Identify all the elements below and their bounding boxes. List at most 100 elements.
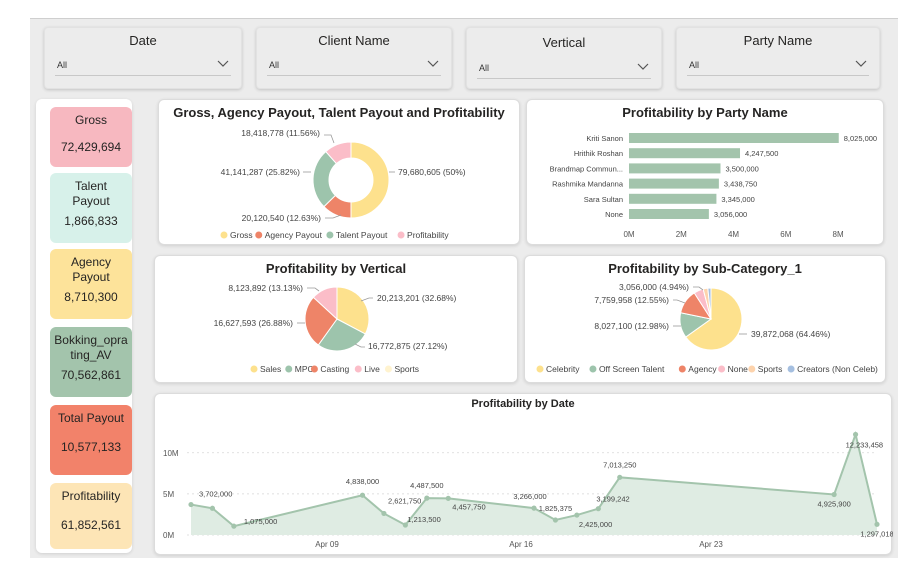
chart-panel-party-bar: Profitability by Party Name Kriti Sanon 8…	[526, 99, 884, 245]
value-label: 3,500,000	[725, 164, 758, 173]
chart-title: Profitability by Date	[471, 398, 575, 410]
pie-slice-casting	[304, 296, 338, 346]
filter-vertical-value: All	[479, 63, 490, 73]
vertical-pie-chart: 20,213,201 (32.68%) 16,772,875 (27.12%) 16…	[214, 283, 457, 374]
point-label: 2,621,750	[388, 496, 421, 505]
data-label: 20,120,540 (12.63%)	[242, 213, 322, 223]
kpi-card-profitability[interactable]: Profitability 61,852,561	[50, 483, 132, 549]
value-label: 3,056,000	[714, 210, 747, 219]
kpi-value: 8,710,300	[64, 290, 118, 304]
pie-slice-profitability	[325, 141, 352, 165]
legend-marker	[678, 365, 686, 373]
filter-date-value: All	[57, 60, 68, 70]
data-point	[617, 474, 623, 480]
filter-vertical[interactable]: Vertical All	[466, 27, 662, 89]
pie-slice-live	[312, 286, 338, 321]
data-point	[531, 505, 537, 511]
point-label: 1,213,500	[407, 515, 440, 524]
kpi-label: Gross	[74, 113, 107, 127]
legend-marker	[536, 365, 544, 373]
kpi-label: Agency Payout	[70, 255, 112, 284]
filter-party-name-underline	[687, 75, 869, 76]
filter-date[interactable]: Date All	[44, 27, 242, 89]
value-label: 3,438,750	[724, 180, 757, 189]
legend-marker	[787, 365, 795, 373]
chevron-down-icon[interactable]	[855, 58, 867, 68]
legend-label: Live	[364, 364, 380, 374]
filter-client-name-underline	[267, 75, 441, 76]
pie-slice-gross	[350, 141, 390, 219]
kpi-card-talent-payout[interactable]: Talent Payout 1,866,833	[50, 173, 132, 243]
kpi-value: 1,866,833	[64, 214, 118, 228]
kpi-label: Profitability	[61, 489, 121, 503]
filter-party-name-title: Party Name	[743, 33, 813, 48]
legend-label: Agency Payout	[265, 230, 323, 240]
kpi-card-agency-payout[interactable]: Agency Payout 8,710,300	[50, 249, 132, 319]
y-tick-label: 10M	[163, 449, 179, 458]
chevron-down-icon[interactable]	[217, 58, 229, 68]
leader-line	[354, 343, 365, 348]
point-label: 3,199,242	[596, 495, 629, 504]
chevron-down-icon[interactable]	[427, 58, 439, 68]
legend-marker	[589, 365, 597, 373]
kpi-label: Talent Payout	[72, 179, 110, 208]
data-label: 16,772,875 (27.12%)	[368, 341, 448, 351]
party-bar-chart: Kriti Sanon 8,025,000 Hrithik Roshan 4,247,…	[550, 133, 877, 239]
filter-party-name[interactable]: Party Name All	[676, 27, 880, 89]
filter-date-title: Date	[129, 33, 157, 48]
legend-label: Creators (Non Celeb)	[797, 364, 878, 374]
legend-label: Off Screen Talent	[599, 364, 665, 374]
filter-vertical-underline	[477, 78, 651, 79]
data-point	[402, 522, 408, 528]
category-label: Sara Sultan	[584, 195, 623, 204]
leader-line	[307, 287, 320, 292]
chart-panel-date-area: Profitability by Date 0M 5M 10M 3,702,000 1,…	[154, 393, 893, 555]
legend-marker	[384, 365, 392, 373]
data-label: 41,141,287 (25.82%)	[221, 167, 301, 177]
legend-marker	[748, 365, 756, 373]
point-label: 3,266,000	[513, 492, 546, 501]
chevron-down-icon[interactable]	[637, 61, 649, 71]
data-label: 20,213,201 (32.68%)	[377, 293, 457, 303]
value-label: 4,247,500	[745, 149, 778, 158]
kpi-value: 70,562,861	[60, 368, 122, 382]
kpi-card-total-payout[interactable]: Total Payout 10,577,133	[50, 405, 132, 475]
data-label: 8,123,892 (13.13%)	[228, 283, 303, 293]
x-tick-label: 8M	[833, 230, 844, 239]
category-label: Kriti Sanon	[586, 134, 623, 143]
y-tick-label: 5M	[163, 490, 174, 499]
value-label: 8,025,000	[844, 134, 877, 143]
leader-line	[325, 214, 342, 219]
chart-title: Profitability by Vertical	[265, 261, 407, 276]
point-label: 1,075,000	[244, 517, 277, 526]
data-point	[852, 431, 859, 438]
data-point	[424, 495, 430, 501]
chart-title: Profitability by Party Name	[622, 105, 788, 120]
kpi-card-bokking-oprating-av[interactable]: Bokking_oprating_AV 70,562,861	[50, 327, 132, 397]
legend-marker	[255, 231, 263, 239]
bar	[629, 209, 709, 219]
area-line	[190, 430, 878, 528]
x-tick-label: 2M	[676, 230, 687, 239]
data-point	[188, 501, 194, 508]
x-tick-label: 6M	[780, 230, 791, 239]
x-tick-label: Apr 09	[315, 540, 339, 549]
legend-marker	[285, 365, 293, 373]
filter-client-name[interactable]: Client Name All	[256, 27, 452, 89]
chart-panel-subcategory-pie: Profitability by Sub-Category_1 39,872,0…	[524, 255, 886, 383]
kpi-column: Gross 72,429,694 Talent Payout 1,866,833…	[36, 99, 132, 553]
kpi-value: 72,429,694	[60, 140, 122, 154]
kpi-card-gross[interactable]: Gross 72,429,694	[50, 107, 132, 167]
bar	[629, 133, 839, 143]
x-tick-label: 0M	[623, 230, 634, 239]
point-label: 4,457,750	[452, 502, 485, 511]
category-label: Brandmap Commun...	[550, 164, 623, 173]
donut-chart: 79,680,605 (50%) 20,120,540 (12.63%) 41,14…	[220, 128, 466, 240]
data-point	[874, 521, 880, 527]
leader-line	[693, 286, 704, 291]
area-fill	[191, 434, 877, 535]
leader-line	[673, 299, 686, 304]
kpi-label: Total Payout	[57, 411, 125, 425]
data-label: 16,627,593 (26.88%)	[214, 318, 294, 328]
legend-marker	[397, 231, 405, 239]
